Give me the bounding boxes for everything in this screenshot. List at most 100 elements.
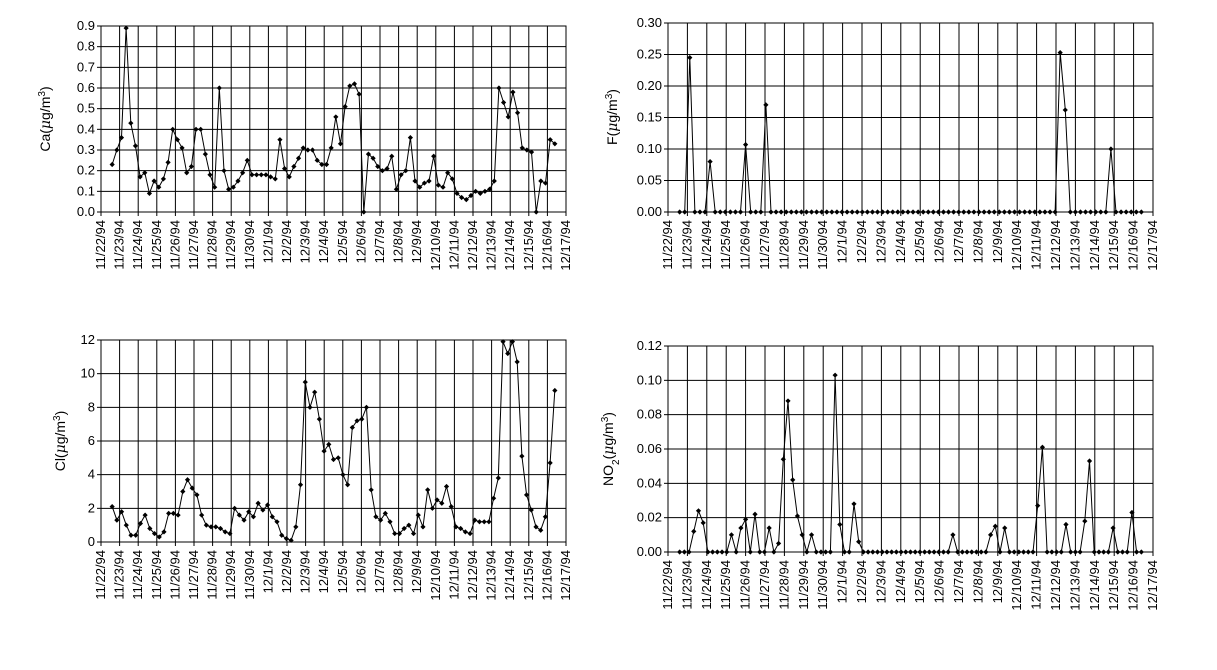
data-point: [898, 549, 904, 555]
data-point: [794, 513, 801, 519]
data-point: [681, 549, 687, 555]
data-point: [1006, 209, 1013, 215]
x-tick-label: 11/28/94: [776, 560, 791, 610]
data-point: [743, 141, 749, 148]
data-point: [971, 209, 977, 215]
data-point: [788, 209, 794, 215]
x-tick-label: 12/5/94: [912, 560, 927, 603]
data-point: [803, 209, 810, 215]
x-tick-label: 12/1/94: [835, 220, 850, 263]
data-point: [552, 387, 558, 394]
data-point: [263, 172, 269, 178]
data-point: [309, 147, 316, 153]
data-point: [114, 517, 120, 523]
data-point: [227, 530, 233, 537]
data-point: [151, 178, 157, 184]
data-point: [349, 424, 355, 431]
data-point: [854, 209, 860, 215]
data-point: [940, 209, 947, 215]
data-point: [748, 209, 754, 215]
data-point: [244, 157, 250, 163]
data-point: [160, 176, 167, 182]
data-point: [375, 163, 381, 170]
x-tick-label: 12/8/94: [391, 220, 406, 263]
y-tick-label: 0.05: [637, 173, 662, 188]
data-point: [997, 549, 1003, 555]
y-tick-label: 0.04: [637, 475, 662, 490]
data-point: [486, 519, 492, 525]
x-tick-label: 11/23/94: [679, 560, 694, 610]
x-tick-label: 12/3/94: [873, 220, 888, 263]
data-point: [1096, 549, 1102, 555]
x-tick-label: 11/29/94: [796, 220, 811, 270]
data-point: [743, 516, 749, 522]
x-tick-label: 12/6/94: [932, 220, 947, 263]
data-point: [269, 514, 275, 520]
data-point: [955, 549, 961, 555]
x-tick-label: 12/2/94: [854, 220, 869, 263]
x-tick-label: 12/8/94: [970, 220, 985, 263]
data-point: [1118, 209, 1124, 215]
data-point: [132, 143, 139, 149]
data-point: [316, 416, 322, 422]
data-point: [199, 512, 205, 518]
chart-panel-no2: 0.00 0.02 0.04 0.06 0.08 0.10 0.12 11/22/94 11/2…: [600, 338, 1161, 611]
data-point: [406, 522, 412, 528]
data-point: [174, 137, 180, 143]
y-tick-label: 0.4: [77, 121, 95, 136]
data-point: [363, 404, 370, 410]
data-point: [377, 517, 384, 523]
data-point: [837, 521, 843, 528]
y-tick-label: 10: [81, 366, 95, 381]
data-point: [226, 186, 232, 192]
data-point: [221, 168, 227, 174]
data-point: [321, 448, 327, 454]
x-tick-label: 11/24/94: [130, 220, 145, 270]
data-point: [477, 190, 483, 196]
data-point: [401, 525, 407, 532]
data-point: [476, 519, 483, 525]
data-point: [1022, 209, 1028, 215]
data-point: [297, 482, 304, 488]
x-tick-label: 11/29/94: [796, 560, 811, 610]
data-point: [682, 209, 688, 215]
data-point: [462, 529, 468, 535]
data-point: [922, 549, 928, 555]
data-point: [783, 209, 789, 215]
x-tick-label: 12/7/94: [951, 220, 966, 263]
y-tick-label: 0.10: [637, 372, 662, 387]
data-point: [1020, 549, 1027, 555]
data-point: [342, 104, 348, 110]
data-point: [936, 549, 942, 555]
data-point: [410, 530, 417, 537]
x-tick-label: 11/23/94: [112, 220, 127, 270]
data-point: [841, 549, 848, 555]
data-point: [707, 159, 713, 165]
data-point: [142, 512, 148, 518]
data-point: [188, 163, 194, 170]
y-tick-label: 0.9: [77, 18, 95, 33]
data-point: [978, 549, 984, 555]
data-point: [1044, 549, 1050, 555]
data-point: [547, 460, 553, 466]
x-tick-label: 12/4/94: [316, 550, 331, 593]
data-point: [1057, 50, 1063, 56]
data-point: [505, 350, 511, 357]
data-point: [814, 209, 820, 215]
data-point: [917, 549, 923, 555]
data-point: [542, 180, 549, 186]
y-tick-label: 4: [88, 467, 95, 482]
x-tick-label: 12/7/94: [372, 550, 387, 593]
data-point: [951, 209, 957, 215]
x-tick-label: 12/17/94: [558, 550, 573, 601]
data-point: [523, 492, 530, 498]
data-point: [175, 512, 181, 518]
data-point: [1093, 209, 1099, 215]
data-point: [538, 178, 544, 184]
data-point: [1032, 209, 1038, 215]
y-tick-label: 0: [88, 534, 95, 549]
data-point: [768, 209, 774, 215]
data-point: [738, 525, 744, 531]
data-point: [1128, 209, 1134, 215]
data-point: [824, 209, 830, 215]
